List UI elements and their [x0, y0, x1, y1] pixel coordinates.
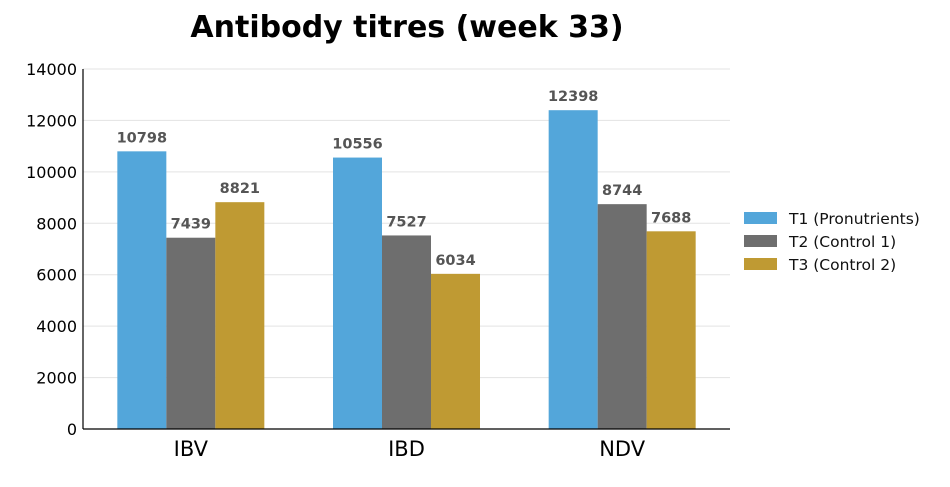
bar: [597, 204, 647, 429]
data-label: 8744: [602, 183, 642, 199]
y-tick-label: 4000: [36, 317, 77, 336]
y-tick-label: 14000: [26, 60, 77, 79]
data-label: 10556: [332, 137, 382, 153]
chart-title: Antibody titres (week 33): [190, 10, 623, 45]
y-tick-label: 2000: [36, 369, 77, 388]
bar: [215, 202, 265, 429]
bar: [431, 273, 480, 429]
legend-swatch: [744, 212, 777, 224]
data-labels: 10798 7439 8821 10556 7527 6034 12398 8744 7688: [117, 89, 692, 269]
y-tick-label: 6000: [36, 266, 77, 285]
data-label: 8821: [220, 181, 260, 197]
axes: [82, 69, 730, 430]
bars: [117, 110, 696, 430]
legend-label: T2 (Control 1): [788, 233, 896, 251]
data-label: 6034: [435, 253, 475, 269]
y-tick-label: 0: [67, 420, 77, 439]
bar: [166, 237, 216, 429]
x-tick-label: IBV: [174, 437, 209, 461]
data-label: 7527: [386, 214, 426, 230]
x-tick-label: NDV: [599, 437, 646, 461]
y-tick-label: 10000: [26, 163, 77, 182]
bar: [117, 151, 167, 429]
data-label: 12398: [548, 89, 598, 105]
bar: [333, 157, 382, 429]
data-label: 7439: [171, 217, 211, 233]
legend-label: T1 (Pronutrients): [788, 210, 920, 228]
legend-label: T3 (Control 2): [788, 256, 896, 274]
y-tick-label: 8000: [36, 214, 77, 233]
y-axis-ticks: 0 2000 4000 6000 8000 10000 12000 14000: [26, 60, 77, 439]
legend-swatch: [744, 235, 777, 247]
x-tick-label: IBD: [388, 437, 425, 461]
bar: [548, 110, 598, 430]
bar: [646, 231, 696, 429]
data-label: 10798: [117, 130, 167, 146]
y-tick-label: 12000: [26, 111, 77, 130]
legend-swatch: [744, 258, 777, 270]
legend: T1 (Pronutrients) T2 (Control 1) T3 (Contr…: [744, 210, 920, 274]
x-axis-ticks: IBV IBD NDV: [174, 437, 646, 461]
bar: [382, 235, 431, 429]
data-label: 7688: [651, 210, 691, 226]
